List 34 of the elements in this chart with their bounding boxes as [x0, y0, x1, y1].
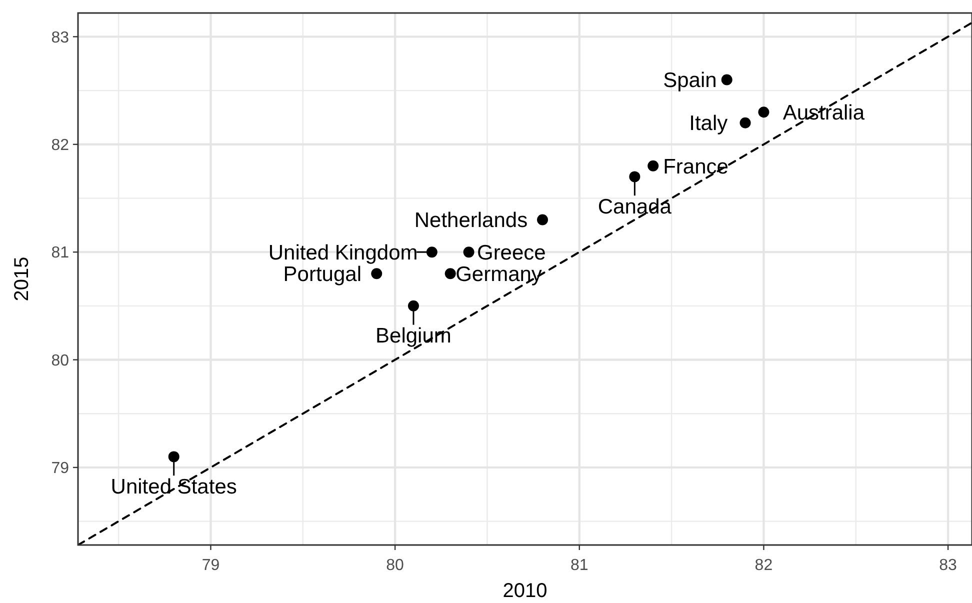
annotation: Portugal	[283, 262, 362, 286]
annotation: United States	[110, 475, 237, 498]
annotation: Germany	[456, 262, 542, 286]
annotation: Spain	[663, 69, 717, 92]
annotation: United Kingdom	[268, 241, 418, 264]
x-axis-title: 2010	[502, 580, 548, 602]
x-tick-label: 79	[202, 557, 220, 574]
annotation: Canada	[598, 195, 672, 218]
point	[426, 246, 438, 258]
point	[721, 74, 732, 86]
point	[648, 160, 659, 172]
point	[758, 106, 770, 118]
annotation: France	[663, 155, 728, 178]
annotation: Italy	[689, 112, 728, 136]
y-tick-label: 79	[51, 460, 70, 478]
x-tick-label: 82	[754, 557, 773, 574]
x-tick-label: 80	[386, 557, 404, 574]
point	[168, 451, 180, 462]
point	[463, 246, 474, 258]
point	[537, 214, 548, 226]
y-tick-label: 80	[51, 352, 70, 370]
point	[408, 300, 419, 312]
annotation: Greece	[476, 241, 546, 264]
x-tick-label: 81	[570, 557, 588, 574]
point	[371, 268, 382, 280]
y-tick-label: 81	[51, 244, 70, 262]
x-tick-label: 83	[939, 557, 958, 574]
y-axis-title: 2015	[11, 256, 33, 302]
point	[740, 117, 751, 128]
point	[629, 171, 640, 182]
y-tick-label: 83	[51, 29, 70, 46]
y-tick-label: 82	[51, 136, 70, 154]
annotation: Netherlands	[414, 209, 528, 232]
point	[444, 268, 456, 280]
